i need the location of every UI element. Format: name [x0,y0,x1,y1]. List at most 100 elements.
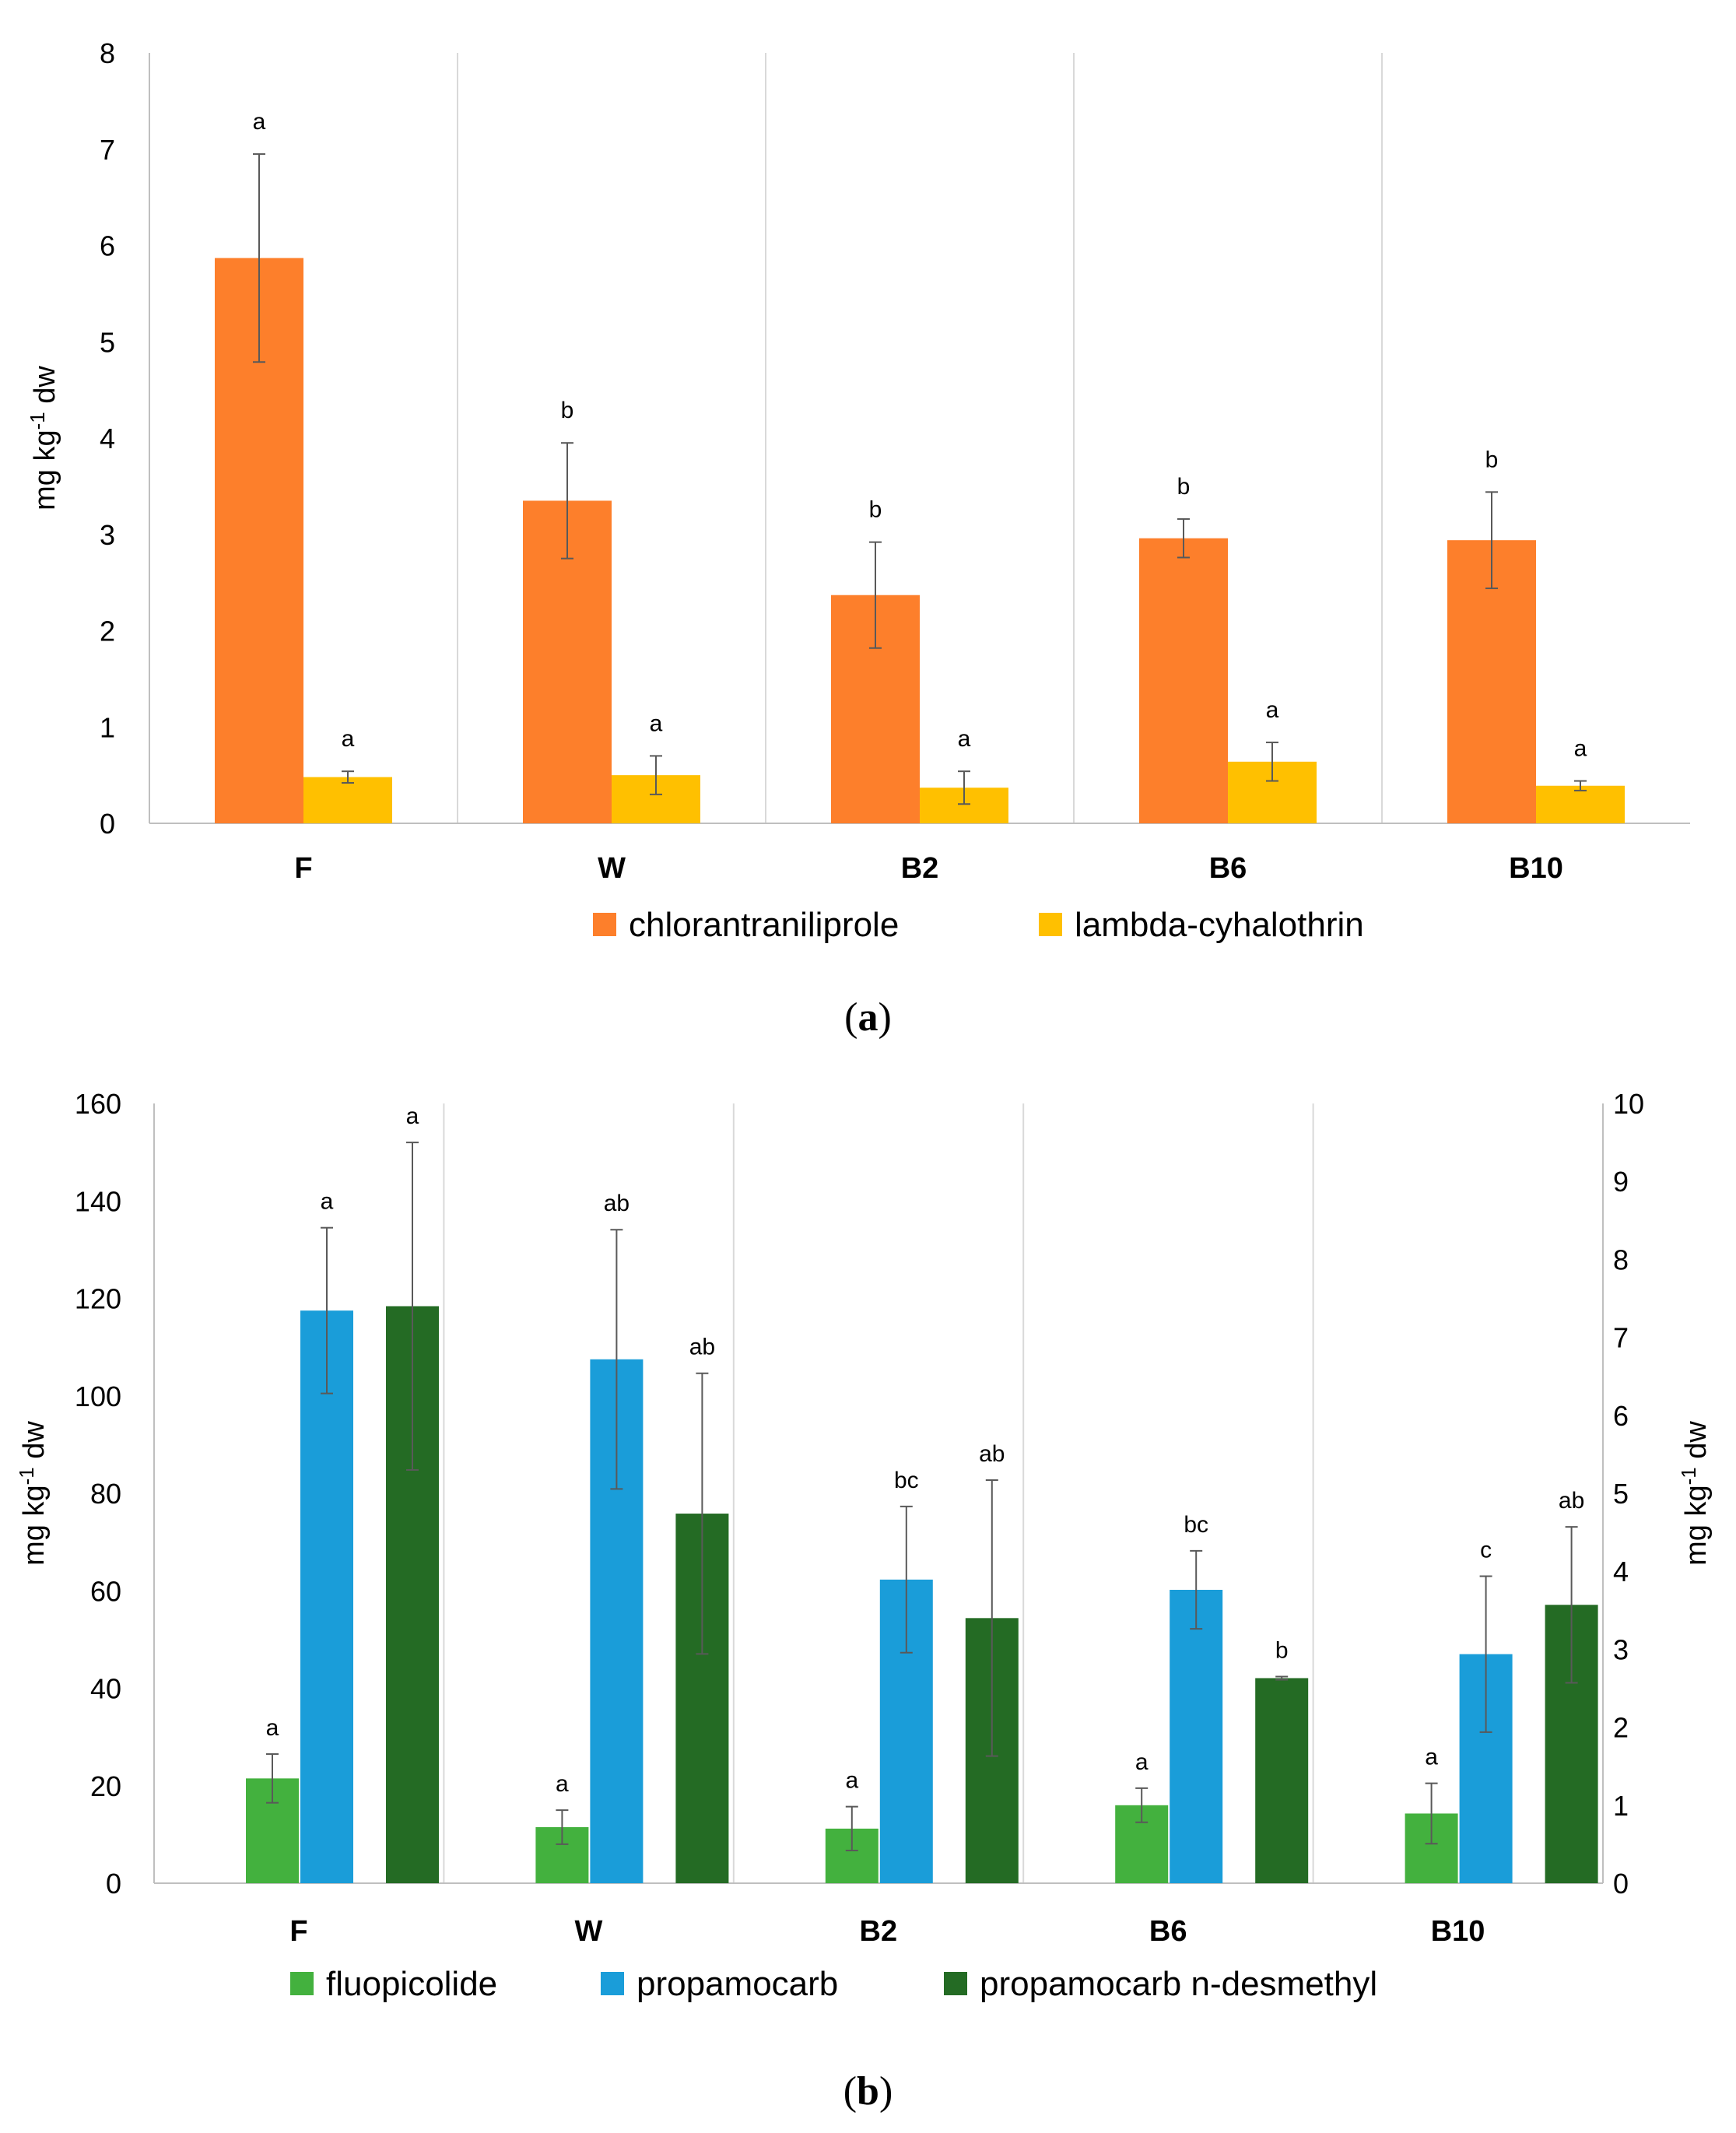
b-significance-letter: a [266,1715,279,1741]
b-legend-swatch-fluopicolide [290,1972,314,1995]
b-y2-axis-label-ylabel-sup: -1 [1677,1467,1700,1485]
b-significance-letter: a [845,1768,858,1794]
b-y-tick-label: 0 [106,1868,121,1900]
b-y2-axis-label-text: mg kg-1 dw [1677,1421,1713,1566]
b-y-axis-label-ylabel-base: mg kg [18,1485,51,1565]
b-y-tick-label: 80 [90,1478,121,1510]
b-legend-swatch-propamocarb-n-desmethyl [944,1972,967,1995]
b-x-tick-label: B2 [860,1915,898,1948]
b-significance-letter: a [406,1103,419,1129]
b-significance-letter: bc [1184,1512,1208,1538]
a-y-tick-label: 8 [100,37,115,69]
b-y-tick-label: 20 [90,1770,121,1802]
b-y2-tick-label: 9 [1613,1166,1629,1198]
a-significance-letter: b [1177,474,1191,500]
a-legend-swatch-lambda-cyhalothrin [1039,913,1062,936]
a-y-tick-label: 4 [100,423,115,454]
a-significance-letter: b [1485,447,1499,472]
b-y-axis-label-ylabel-sup: -1 [15,1467,38,1485]
a-y-tick-label: 2 [100,616,115,647]
b-legend-swatch-propamocarb [601,1972,624,1995]
b-y2-tick-label: 0 [1613,1868,1629,1900]
b-y-tick-label: 160 [75,1088,121,1120]
b-significance-letter: a [321,1189,334,1215]
a-significance-letter: a [650,710,663,736]
a-y-tick-label: 0 [100,808,115,840]
b-x-tick-label: B10 [1431,1915,1485,1948]
b-significance-letter: bc [894,1468,919,1493]
a-y-tick-label: 3 [100,519,115,551]
b-significance-letter: c [1480,1537,1492,1563]
b-y-axis-label-text: mg kg-1 dw [15,1421,51,1566]
a-y-tick-label: 7 [100,134,115,166]
b-y2-tick-label: 5 [1613,1478,1629,1510]
b-y2-axis-label-ylabel-base: mg kg [1680,1485,1713,1565]
a-significance-letter: a [1266,697,1279,723]
a-y-axis-label-ylabel-tail: dw [29,366,61,412]
a-x-tick-label: B6 [1209,852,1247,885]
a-y-axis-label: mg kg-1 dw [26,366,61,510]
b-y2-tick-label: 4 [1613,1556,1629,1587]
caption-a-letter: a [857,995,879,1040]
a-x-tick-label: B10 [1509,852,1563,885]
a-y-axis-label-text: mg kg-1 dw [26,366,61,510]
b-significance-letter: ab [689,1335,715,1360]
a-y-tick-label: 1 [100,711,115,743]
b-y2-tick-label: 10 [1613,1088,1644,1120]
b-y2-tick-label: 7 [1613,1322,1629,1354]
b-significance-letter: ab [979,1441,1005,1467]
b-y2-tick-label: 3 [1613,1633,1629,1665]
b-significance-letter: b [1275,1637,1289,1663]
b-legend-label: propamocarb [637,1965,838,2003]
b-y-tick-label: 100 [75,1380,121,1412]
b-bar-propamocarb [300,1310,353,1883]
b-y2-axis-label-ylabel-tail: dw [1680,1421,1713,1468]
caption-a: (a) [844,995,892,1040]
b-y-axis-label-ylabel-tail: dw [18,1421,51,1468]
b-y-tick-label: 60 [90,1575,121,1607]
b-y2-tick-label: 8 [1613,1244,1629,1275]
b-x-tick-label: W [574,1915,602,1948]
b-y2-tick-label: 2 [1613,1712,1629,1744]
a-significance-letter: a [1574,736,1587,762]
a-y-axis-label-ylabel-base: mg kg [29,430,61,510]
a-y-tick-label: 6 [100,230,115,262]
b-legend-label: fluopicolide [326,1965,497,2003]
b-significance-letter: a [1425,1745,1438,1770]
a-significance-letter: b [561,398,574,423]
a-legend-label: lambda-cyhalothrin [1075,906,1364,944]
b-y-axis-label: mg kg-1 dw [15,1421,51,1566]
b-y-tick-label: 140 [75,1185,121,1217]
b-significance-letter: ab [604,1191,630,1216]
a-significance-letter: b [869,497,882,523]
b-significance-letter: a [556,1771,569,1797]
b-y-tick-label: 120 [75,1283,121,1315]
a-bar-lambda-cyhalothrin [303,777,392,823]
a-bar-lambda-cyhalothrin [1536,785,1625,823]
b-significance-letter: ab [1559,1488,1584,1514]
b-y2-axis-label: mg kg-1 dw [1677,1421,1713,1566]
a-x-tick-label: B2 [901,852,939,885]
b-y-tick-label: 40 [90,1673,121,1705]
b-y2-tick-label: 1 [1613,1790,1629,1822]
b-y2-tick-label: 6 [1613,1400,1629,1432]
a-legend-label: chlorantraniliprole [629,906,899,944]
b-x-tick-label: B6 [1149,1915,1187,1948]
b-bar-propamocarb-n-desmethyl [1255,1678,1309,1883]
a-y-tick-label: 5 [100,326,115,358]
b-x-tick-label: F [289,1915,307,1948]
a-significance-letter: a [342,726,355,752]
caption-b-letter: b [857,2069,879,2114]
a-x-tick-label: F [294,852,312,885]
a-significance-letter: a [253,109,266,135]
a-y-axis-label-ylabel-sup: -1 [26,412,49,430]
a-legend-swatch-chlorantraniliprole [593,913,616,936]
caption-b: (b) [843,2069,893,2114]
b-legend-label: propamocarb n-desmethyl [980,1965,1377,2003]
a-x-tick-label: W [598,852,626,885]
a-bar-chlorantraniliprole [1139,538,1228,823]
b-bar-propamocarb [1170,1589,1223,1883]
b-significance-letter: a [1135,1749,1149,1775]
a-significance-letter: a [958,726,971,752]
